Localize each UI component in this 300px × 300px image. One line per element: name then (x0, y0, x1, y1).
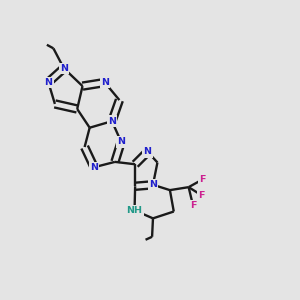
Text: N: N (144, 147, 152, 156)
Text: N: N (90, 163, 98, 172)
Text: F: F (199, 175, 205, 184)
Text: N: N (117, 137, 125, 146)
Text: N: N (101, 78, 109, 87)
Text: N: N (60, 64, 68, 73)
Text: N: N (149, 180, 157, 189)
Text: F: F (198, 191, 205, 200)
Text: N: N (108, 117, 116, 126)
Text: F: F (190, 201, 196, 210)
Text: N: N (44, 78, 52, 87)
Text: NH: NH (127, 206, 142, 215)
